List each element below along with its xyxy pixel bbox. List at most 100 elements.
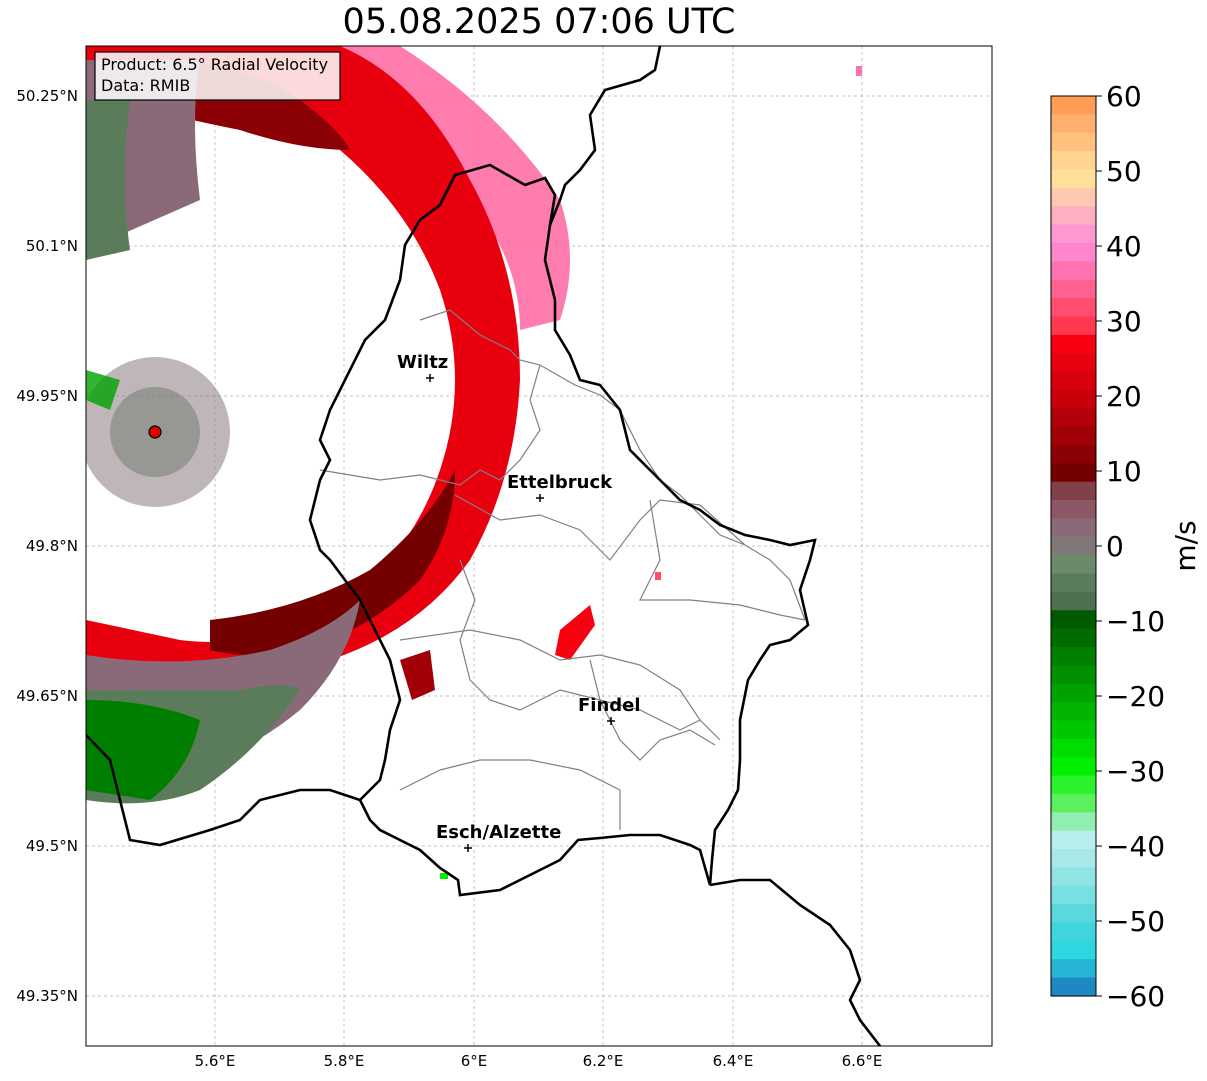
colorbar-swatch <box>1051 444 1096 464</box>
near-radar-clutter-green <box>86 370 120 410</box>
city-label-wiltz: Wiltz <box>397 352 448 373</box>
xtick-label: 6°E <box>461 1052 488 1070</box>
isolated-echo-red <box>555 605 595 660</box>
colorbar-tick-label: 30 <box>1106 305 1142 338</box>
colorbar-swatch <box>1051 628 1096 648</box>
colorbar-swatch <box>1051 812 1096 832</box>
colorbar-swatch <box>1051 114 1096 134</box>
colorbar-swatch <box>1051 206 1096 226</box>
colorbar-swatches <box>1051 96 1096 997</box>
colorbar-tick-label: −20 <box>1106 680 1165 713</box>
latitude-tick-labels: 50.25°N 50.1°N 49.95°N 49.8°N 49.65°N 49… <box>16 87 78 1005</box>
canton-boundary-south <box>399 629 721 741</box>
colorbar-unit-label: m/s <box>1169 520 1202 571</box>
colorbar-swatch <box>1051 793 1096 813</box>
ytick-label: 49.5°N <box>26 837 78 855</box>
city-marker-ettelbruck: Ettelbruck <box>507 472 613 502</box>
ytick-label: 50.1°N <box>26 237 78 255</box>
colorbar-swatch <box>1051 353 1096 373</box>
colorbar-tick-label: 50 <box>1106 155 1142 188</box>
colorbar-swatch <box>1051 224 1096 244</box>
ytick-label: 50.25°N <box>16 87 78 105</box>
colorbar-swatch <box>1051 298 1096 318</box>
isolated-echo-darkred <box>400 650 435 700</box>
velocity-band-pink <box>200 46 570 330</box>
xtick-label: 5.6°E <box>195 1052 236 1070</box>
city-label-esch-alzette: Esch/Alzette <box>436 822 561 843</box>
colorbar-swatch <box>1051 261 1096 281</box>
ytick-label: 49.8°N <box>26 537 78 555</box>
colorbar-swatch <box>1051 518 1096 538</box>
colorbar-swatch <box>1051 959 1096 979</box>
velocity-core-dark-lower <box>210 470 455 655</box>
colorbar-swatch <box>1051 316 1096 336</box>
map-title: 05.08.2025 07:06 UTC <box>342 2 736 42</box>
colorbar-tick-label: −50 <box>1106 905 1165 938</box>
colorbar-swatch <box>1051 904 1096 924</box>
colorbar-tick-label: −40 <box>1106 830 1165 863</box>
colorbar-swatch <box>1051 242 1096 262</box>
colorbar-swatch <box>1051 463 1096 483</box>
isolated-echo-pink <box>856 66 862 76</box>
colorbar-swatch <box>1051 922 1096 942</box>
colorbar-swatch <box>1051 683 1096 703</box>
city-marker-esch-alzette: Esch/Alzette <box>436 822 561 852</box>
velocity-colorbar: 60 50 40 30 20 10 0 −10 −20 −30 −40 −50 −60 m/s <box>1050 80 1202 1013</box>
colorbar-swatch <box>1051 132 1096 152</box>
xtick-label: 5.8°E <box>324 1052 365 1070</box>
xtick-label: 6.4°E <box>713 1052 754 1070</box>
city-label-ettelbruck: Ettelbruck <box>507 472 613 493</box>
canton-boundary-east <box>639 499 806 621</box>
colorbar-swatch <box>1051 775 1096 795</box>
colorbar-swatch <box>1051 977 1096 997</box>
velocity-neg-upper <box>86 100 130 260</box>
canton-boundary-findel <box>589 659 716 761</box>
colorbar-swatch <box>1051 279 1096 299</box>
canton-boundary-north <box>419 309 806 621</box>
colorbar-swatch <box>1051 500 1096 520</box>
colorbar-swatch <box>1051 169 1096 189</box>
germany-border-north <box>548 46 662 226</box>
colorbar-tick-label: −10 <box>1106 605 1165 638</box>
france-border-west <box>86 734 361 847</box>
velocity-band-red <box>86 46 520 683</box>
info-product: Product: 6.5° Radial Velocity <box>101 55 328 74</box>
colorbar-tick-label: −60 <box>1106 980 1165 1013</box>
colorbar-swatch <box>1051 591 1096 611</box>
radar-site-marker <box>148 425 162 439</box>
isolated-echo-green <box>440 873 448 879</box>
colorbar-tick-label: 0 <box>1106 530 1124 563</box>
colorbar-swatch <box>1051 389 1096 409</box>
colorbar-swatch <box>1051 867 1096 887</box>
colorbar-swatch <box>1051 187 1096 207</box>
city-marker-findel: Findel <box>578 695 641 725</box>
colorbar-swatch <box>1051 96 1096 115</box>
xtick-label: 6.2°E <box>583 1052 624 1070</box>
colorbar-swatch <box>1051 610 1096 630</box>
colorbar-tick-label: 40 <box>1106 230 1142 263</box>
isolated-echo-pink-2 <box>655 572 661 580</box>
city-marker-wiltz: Wiltz <box>397 352 448 382</box>
colorbar-swatch <box>1051 481 1096 501</box>
colorbar-swatch <box>1051 720 1096 740</box>
colorbar-swatch <box>1051 371 1096 391</box>
ytick-label: 49.35°N <box>16 987 78 1005</box>
city-markers: Wiltz Ettelbruck Findel Esch/Alzette <box>397 352 641 852</box>
colorbar-swatch <box>1051 940 1096 960</box>
colorbar-tick-label: −30 <box>1106 755 1165 788</box>
colorbar-swatch <box>1051 151 1096 171</box>
colorbar-swatch <box>1051 334 1096 354</box>
canton-boundary-center <box>459 559 701 731</box>
colorbar-swatch <box>1051 738 1096 758</box>
colorbar-swatch <box>1051 536 1096 556</box>
colorbar-swatch <box>1051 830 1096 850</box>
map-frame <box>85 45 993 1047</box>
city-label-findel: Findel <box>578 695 641 716</box>
ytick-label: 49.65°N <box>16 687 78 705</box>
ytick-label: 49.95°N <box>16 387 78 405</box>
colorbar-tick-label: 20 <box>1106 380 1142 413</box>
colorbar-swatch <box>1051 885 1096 905</box>
longitude-tick-labels: 5.6°E 5.8°E 6°E 6.2°E 6.4°E 6.6°E <box>195 1052 883 1070</box>
colorbar-swatch <box>1051 408 1096 428</box>
